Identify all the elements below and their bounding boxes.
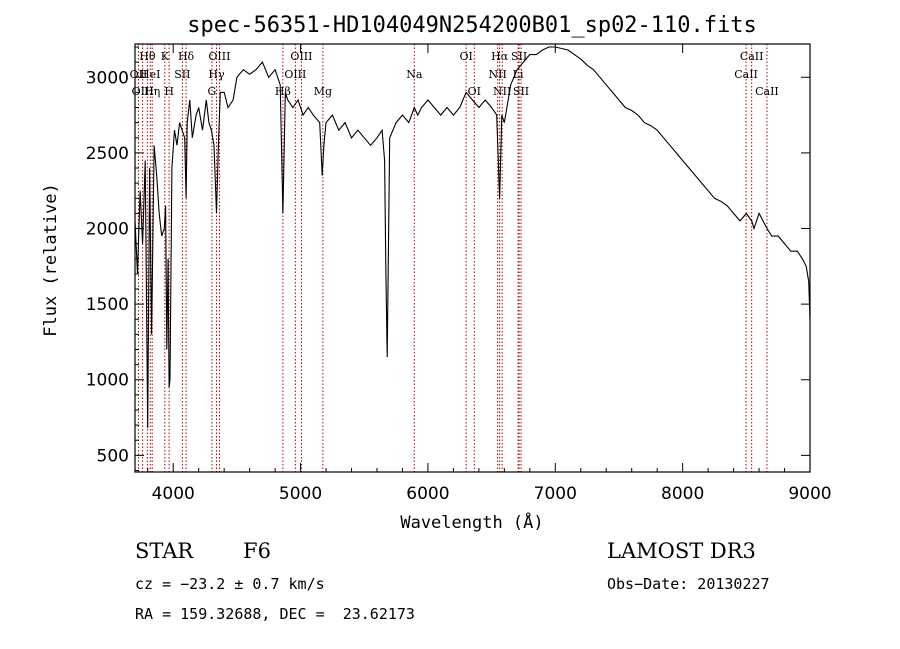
line-marker-label-6: H bbox=[164, 85, 174, 98]
y-tick-label-2: 1500 bbox=[86, 295, 129, 315]
y-axis-label: Flux (relative) bbox=[41, 183, 61, 337]
redshift-velocity: cz = −23.2 ± 0.7 km/s bbox=[135, 575, 325, 593]
line-marker-label-17: OI bbox=[459, 50, 472, 63]
line-marker-label-7: Hδ bbox=[178, 50, 195, 63]
x-tick-label-4: 8000 bbox=[661, 484, 704, 504]
x-tick-label-5: 9000 bbox=[788, 484, 831, 504]
y-tick-label-3: 2000 bbox=[86, 220, 129, 240]
line-markers bbox=[137, 44, 768, 472]
line-marker-label-10: Hγ bbox=[208, 68, 225, 81]
line-marker-label-5: K bbox=[161, 50, 170, 63]
line-marker-label-27: CaII bbox=[755, 85, 779, 98]
sky-coordinates: RA = 159.32688, DEC = 23.62173 bbox=[135, 605, 415, 623]
line-marker-label-3: HeI bbox=[140, 68, 160, 81]
line-marker-label-16: Na bbox=[406, 68, 423, 81]
y-tick-label-5: 3000 bbox=[86, 68, 129, 88]
line-marker-label-15: Mg bbox=[314, 85, 332, 98]
y-axis-ticks: 500 1000 1500 2000 2500 3000 bbox=[86, 46, 810, 471]
x-tick-label-0: 4000 bbox=[152, 484, 195, 504]
line-marker-label-21: NII bbox=[493, 85, 511, 98]
line-marker-label-22: SII bbox=[511, 50, 527, 63]
x-axis-ticks: 4000 5000 6000 7000 8000 9000 bbox=[147, 44, 832, 504]
x-tick-label-2: 6000 bbox=[406, 484, 449, 504]
observation-date: Obs−Date: 20130227 bbox=[607, 575, 770, 593]
y-tick-label-1: 1000 bbox=[86, 371, 129, 391]
spectrum-series-line bbox=[134, 46, 811, 429]
line-marker-label-12: OIII bbox=[290, 50, 312, 63]
line-marker-label-0: Hθ bbox=[139, 50, 156, 63]
survey-name: LAMOST DR3 bbox=[607, 539, 756, 563]
chart-title: spec-56351-HD104049N254200B01_sp02-110.f… bbox=[187, 13, 757, 38]
plot-frame bbox=[134, 43, 811, 473]
line-marker-label-14: Hβ bbox=[275, 85, 291, 98]
line-marker-label-26: CaII bbox=[734, 68, 758, 81]
line-marker-label-9: OIII bbox=[208, 50, 230, 63]
line-marker-label-2: OIII bbox=[132, 85, 154, 98]
x-tick-label-1: 5000 bbox=[279, 484, 322, 504]
line-marker-label-11: G bbox=[208, 85, 217, 98]
line-marker-label-23: Li bbox=[513, 68, 524, 81]
spectral-subclass: F6 bbox=[243, 539, 271, 563]
line-marker-label-25: CaII bbox=[740, 50, 764, 63]
x-axis-label: Wavelength (Å) bbox=[400, 511, 543, 533]
line-marker-label-19: Hα bbox=[491, 50, 509, 63]
y-tick-label-0: 500 bbox=[97, 446, 129, 466]
line-marker-label-18: OI bbox=[468, 85, 481, 98]
x-tick-label-3: 7000 bbox=[534, 484, 577, 504]
line-marker-label-4: Hη bbox=[144, 85, 160, 98]
line-marker-label-24: SII bbox=[513, 85, 529, 98]
object-type: STAR bbox=[135, 539, 194, 563]
line-marker-label-20: NII bbox=[489, 68, 507, 81]
y-tick-label-4: 2500 bbox=[86, 144, 129, 164]
line-marker-label-8: SII bbox=[174, 68, 190, 81]
line-marker-label-13: OIII bbox=[284, 68, 306, 81]
